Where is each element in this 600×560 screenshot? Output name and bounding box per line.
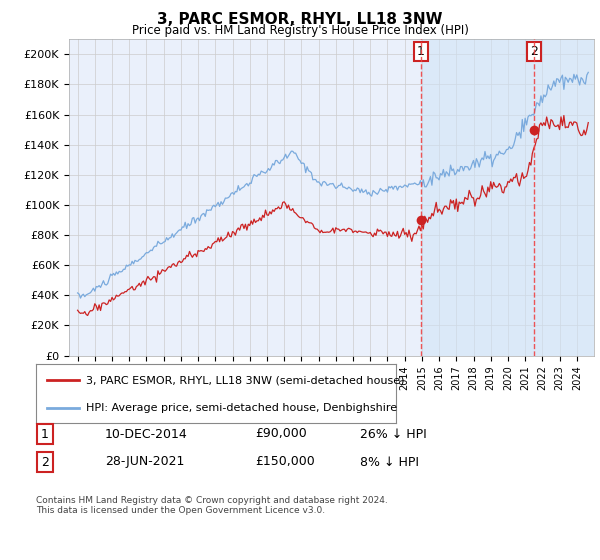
Text: 10-DEC-2014: 10-DEC-2014: [105, 427, 188, 441]
Bar: [421, 39, 594, 356]
Text: £150,000: £150,000: [255, 455, 315, 469]
Text: 26% ↓ HPI: 26% ↓ HPI: [360, 427, 427, 441]
Text: Contains HM Land Registry data © Crown copyright and database right 2024.
This d: Contains HM Land Registry data © Crown c…: [36, 496, 388, 515]
Text: 2: 2: [530, 45, 538, 58]
Text: 28-JUN-2021: 28-JUN-2021: [105, 455, 184, 469]
Text: HPI: Average price, semi-detached house, Denbighshire: HPI: Average price, semi-detached house,…: [86, 403, 398, 413]
Text: 8% ↓ HPI: 8% ↓ HPI: [360, 455, 419, 469]
Text: 1: 1: [417, 45, 425, 58]
Text: 1: 1: [41, 427, 49, 441]
Text: 3, PARC ESMOR, RHYL, LL18 3NW: 3, PARC ESMOR, RHYL, LL18 3NW: [157, 12, 443, 27]
Text: 2: 2: [41, 455, 49, 469]
Text: £90,000: £90,000: [255, 427, 307, 441]
Text: Price paid vs. HM Land Registry's House Price Index (HPI): Price paid vs. HM Land Registry's House …: [131, 24, 469, 36]
Text: 3, PARC ESMOR, RHYL, LL18 3NW (semi-detached house): 3, PARC ESMOR, RHYL, LL18 3NW (semi-deta…: [86, 375, 405, 385]
